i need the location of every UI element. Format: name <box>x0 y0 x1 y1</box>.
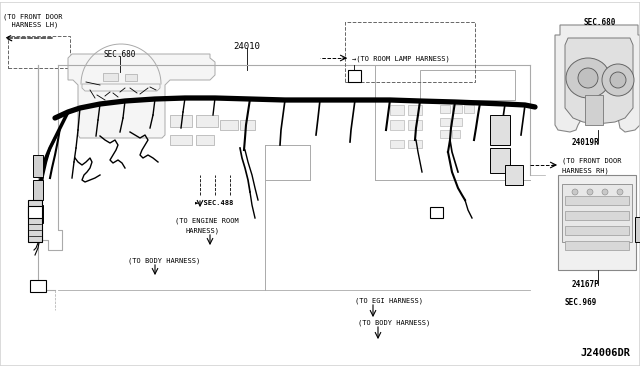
Bar <box>390 105 404 115</box>
Bar <box>420 70 515 100</box>
Bar <box>390 120 404 130</box>
Text: B: B <box>33 208 37 217</box>
Polygon shape <box>68 54 215 138</box>
Text: HARNESS LH): HARNESS LH) <box>3 22 58 29</box>
Bar <box>565 211 629 220</box>
Bar <box>505 165 523 185</box>
Bar <box>408 120 422 130</box>
Bar <box>348 70 361 82</box>
Polygon shape <box>555 25 640 132</box>
Bar <box>28 200 42 242</box>
Text: SEC.680: SEC.680 <box>104 50 136 59</box>
Bar <box>585 95 603 125</box>
Text: (TO ENGINE ROOM: (TO ENGINE ROOM <box>175 218 239 224</box>
Text: (TO BODY HARNESS): (TO BODY HARNESS) <box>128 258 200 264</box>
Bar <box>565 241 629 250</box>
Bar <box>33 180 43 200</box>
Bar <box>430 207 443 218</box>
Bar <box>635 217 640 242</box>
Bar <box>565 196 629 205</box>
Text: A: A <box>36 282 40 291</box>
Bar <box>103 73 118 81</box>
Bar <box>240 120 255 130</box>
Text: (TO FRONT DOOR: (TO FRONT DOOR <box>562 158 621 164</box>
Circle shape <box>578 68 598 88</box>
Bar <box>8 36 70 68</box>
Bar <box>452 105 462 113</box>
Ellipse shape <box>602 64 634 96</box>
Text: J24006DR: J24006DR <box>580 348 630 358</box>
Bar <box>562 184 632 242</box>
Bar <box>170 135 192 145</box>
Circle shape <box>602 189 608 195</box>
Text: (TO FRONT DOOR: (TO FRONT DOOR <box>3 14 63 20</box>
Bar <box>452 130 460 138</box>
Text: D: D <box>352 71 357 80</box>
Text: 24019R: 24019R <box>572 138 600 147</box>
Bar <box>33 205 43 223</box>
Text: →(TO ROOM LAMP HARNESS): →(TO ROOM LAMP HARNESS) <box>352 55 450 61</box>
Bar <box>558 175 636 270</box>
Bar <box>345 22 475 82</box>
Bar <box>440 105 450 113</box>
Circle shape <box>610 72 626 88</box>
Bar <box>440 130 450 138</box>
Bar <box>28 206 42 218</box>
Bar <box>196 115 218 127</box>
Bar <box>196 135 214 145</box>
Text: E: E <box>434 208 438 218</box>
Text: ► SEC.488: ► SEC.488 <box>195 200 233 206</box>
Polygon shape <box>565 38 633 124</box>
Bar <box>30 280 46 292</box>
Bar <box>490 115 510 145</box>
Bar <box>565 226 629 235</box>
Text: 24010: 24010 <box>234 42 260 51</box>
Circle shape <box>572 189 578 195</box>
Bar <box>220 120 238 130</box>
Circle shape <box>617 189 623 195</box>
Bar <box>464 105 474 113</box>
Text: 24167P: 24167P <box>572 280 600 289</box>
Text: SEC.680: SEC.680 <box>584 18 616 27</box>
Text: HARNESS): HARNESS) <box>185 228 219 234</box>
Bar <box>170 115 192 127</box>
Text: (TO EGI HARNESS): (TO EGI HARNESS) <box>355 298 423 305</box>
Text: HARNESS RH): HARNESS RH) <box>562 168 609 174</box>
Bar <box>125 74 137 81</box>
Bar <box>408 105 422 115</box>
Bar <box>440 118 450 126</box>
Bar <box>408 140 422 148</box>
Text: SEC.969: SEC.969 <box>565 298 597 307</box>
Text: (TO BODY HARNESS): (TO BODY HARNESS) <box>358 320 430 327</box>
Bar <box>33 155 43 177</box>
Bar <box>390 140 404 148</box>
Bar <box>452 118 462 126</box>
Circle shape <box>587 189 593 195</box>
Bar <box>490 148 510 173</box>
Ellipse shape <box>566 58 610 98</box>
